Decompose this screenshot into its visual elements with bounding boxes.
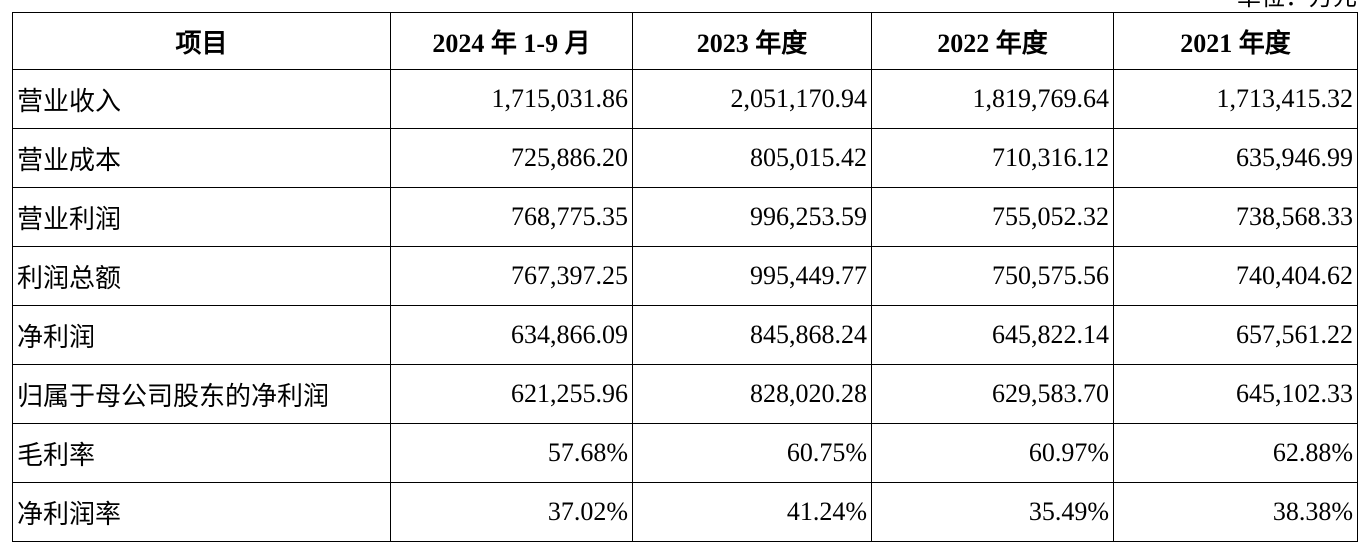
cell-value: 62.88% [1113, 423, 1358, 483]
table-row: 营业成本 725,886.20 805,015.42 710,316.12 635,94… [12, 128, 1358, 188]
table-row: 营业收入 1,715,031.86 2,051,170.94 1,819,769.64… [12, 69, 1358, 129]
cell-value: 767,397.25 [390, 246, 633, 306]
cell-value: 645,102.33 [1113, 364, 1358, 424]
column-header: 2023 年度 [632, 12, 872, 70]
cell-value: 635,946.99 [1113, 128, 1358, 188]
row-label: 归属于母公司股东的净利润 [12, 364, 391, 424]
row-label: 净利润率 [12, 482, 391, 542]
table-row: 归属于母公司股东的净利润 621,255.96 828,020.28 629,583.… [12, 364, 1358, 424]
column-header: 项目 [12, 12, 391, 70]
header-row: 项目 2024 年 1-9 月 2023 年度 2022 年度 2021 年度 [12, 12, 1358, 70]
column-header: 2024 年 1-9 月 [390, 12, 633, 70]
table-body: 营业收入 1,715,031.86 2,051,170.94 1,819,769.64… [12, 69, 1358, 542]
cell-value: 35.49% [871, 482, 1114, 542]
unit-note: 单位：万元 [1237, 0, 1357, 10]
cell-value: 2,051,170.94 [632, 69, 872, 129]
cell-value: 57.68% [390, 423, 633, 483]
cell-value: 725,886.20 [390, 128, 633, 188]
cell-value: 1,715,031.86 [390, 69, 633, 129]
table-row: 毛利率 57.68% 60.75% 60.97% 62.88% [12, 423, 1358, 483]
cell-value: 621,255.96 [390, 364, 633, 424]
column-header: 2022 年度 [871, 12, 1114, 70]
cell-value: 657,561.22 [1113, 305, 1358, 365]
cell-value: 634,866.09 [390, 305, 633, 365]
cell-value: 845,868.24 [632, 305, 872, 365]
cell-value: 37.02% [390, 482, 633, 542]
cell-value: 60.97% [871, 423, 1114, 483]
row-label: 利润总额 [12, 246, 391, 306]
cell-value: 710,316.12 [871, 128, 1114, 188]
cell-value: 1,819,769.64 [871, 69, 1114, 129]
cell-value: 738,568.33 [1113, 187, 1358, 247]
cell-value: 645,822.14 [871, 305, 1114, 365]
cell-value: 750,575.56 [871, 246, 1114, 306]
cell-value: 996,253.59 [632, 187, 872, 247]
row-label: 营业收入 [12, 69, 391, 129]
cell-value: 1,713,415.32 [1113, 69, 1358, 129]
cell-value: 805,015.42 [632, 128, 872, 188]
cell-value: 995,449.77 [632, 246, 872, 306]
column-header: 2021 年度 [1113, 12, 1358, 70]
cell-value: 828,020.28 [632, 364, 872, 424]
cell-value: 41.24% [632, 482, 872, 542]
row-label: 营业利润 [12, 187, 391, 247]
table-row: 净利润率 37.02% 41.24% 35.49% 38.38% [12, 482, 1358, 542]
row-label: 营业成本 [12, 128, 391, 188]
cell-value: 755,052.32 [871, 187, 1114, 247]
cell-value: 629,583.70 [871, 364, 1114, 424]
table-row: 利润总额 767,397.25 995,449.77 750,575.56 740,40… [12, 246, 1358, 306]
row-label: 毛利率 [12, 423, 391, 483]
cell-value: 60.75% [632, 423, 872, 483]
cell-value: 740,404.62 [1113, 246, 1358, 306]
financial-table: 项目 2024 年 1-9 月 2023 年度 2022 年度 2021 年度 营业收入… [12, 12, 1358, 542]
cell-value: 768,775.35 [390, 187, 633, 247]
table-row: 净利润 634,866.09 845,868.24 645,822.14 657,561… [12, 305, 1358, 365]
cell-value: 38.38% [1113, 482, 1358, 542]
table-row: 营业利润 768,775.35 996,253.59 755,052.32 738,56… [12, 187, 1358, 247]
row-label: 净利润 [12, 305, 391, 365]
